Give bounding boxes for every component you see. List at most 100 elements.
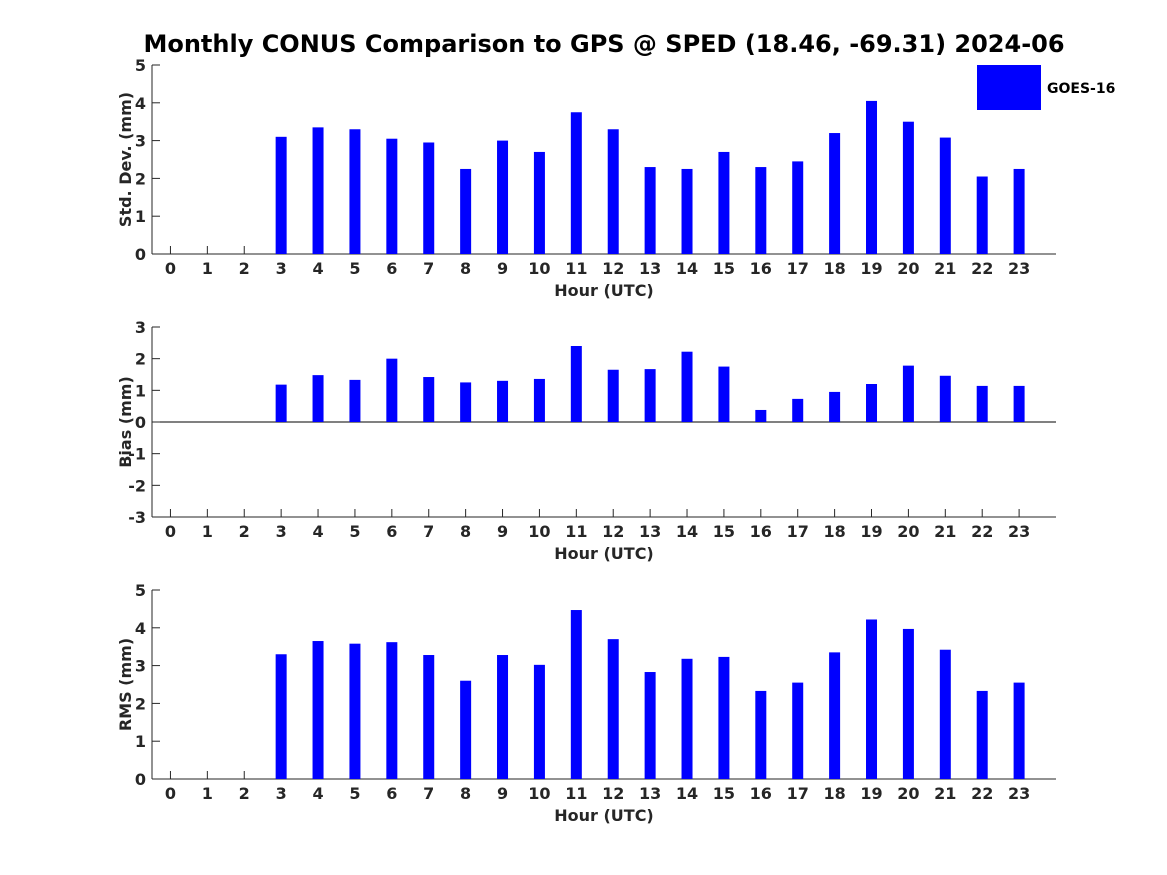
y-tick-label-std-dev: 2 [135,169,146,188]
x-tick-label-rms: 4 [312,784,323,803]
x-tick-label-std-dev: 9 [497,259,508,278]
bar-bias-hour-12 [607,369,619,422]
y-tick-label-bias: 1 [135,381,146,400]
bar-rms-hour-3 [275,654,287,779]
x-tick-label-std-dev: 11 [565,259,587,278]
y-tick-label-std-dev: 0 [135,245,146,264]
y-tick-label-rms: 3 [135,657,146,676]
bar-rms-hour-12 [607,639,619,779]
bar-rms-hour-7 [423,655,435,779]
x-tick-label-bias: 22 [971,522,993,541]
bar-bias-hour-7 [423,377,435,422]
bar-rms-hour-17 [792,682,804,779]
bar-bias-hour-15 [718,366,730,422]
y-tick-label-bias: 0 [135,413,146,432]
bar-std-dev-hour-7 [423,142,435,254]
bar-bias-hour-22 [976,385,988,422]
y-axis-label-bias: Bias (mm) [116,376,135,468]
y-tick-label-rms: 1 [135,732,146,751]
x-tick-label-bias: 1 [202,522,213,541]
y-tick-label-rms: 2 [135,694,146,713]
x-tick-label-rms: 22 [971,784,993,803]
bar-rms-hour-23 [1013,682,1025,779]
bar-std-dev-hour-17 [792,161,804,254]
x-tick-label-std-dev: 8 [460,259,471,278]
x-tick-label-rms: 3 [276,784,287,803]
bar-bias-hour-3 [275,384,287,422]
x-tick-label-std-dev: 16 [750,259,772,278]
x-tick-label-rms: 19 [860,784,882,803]
bar-std-dev-hour-13 [644,167,656,254]
bar-bias-hour-9 [497,380,509,422]
bar-std-dev-hour-5 [349,129,361,254]
y-tick-label-rms: 0 [135,770,146,789]
x-tick-label-bias: 12 [602,522,624,541]
bar-rms-hour-18 [829,652,841,779]
bar-rms-hour-10 [533,664,545,779]
x-tick-label-std-dev: 14 [676,259,698,278]
x-tick-label-bias: 14 [676,522,698,541]
legend-label-goes-16: GOES-16 [1047,81,1115,97]
bar-std-dev-hour-20 [902,121,914,254]
x-tick-label-bias: 23 [1008,522,1030,541]
y-tick-label-bias: -3 [128,508,146,527]
x-tick-label-bias: 8 [460,522,471,541]
bar-rms-hour-15 [718,656,730,779]
x-tick-label-bias: 6 [386,522,397,541]
bar-std-dev-hour-11 [570,112,582,254]
bar-bias-hour-4 [312,375,324,422]
bar-rms-hour-5 [349,643,361,779]
x-tick-label-bias: 3 [276,522,287,541]
legend-swatch-goes-16 [977,65,1041,110]
bar-bias-hour-19 [866,384,878,422]
x-tick-label-std-dev: 0 [165,259,176,278]
bar-std-dev-hour-16 [755,167,767,254]
x-tick-label-bias: 16 [750,522,772,541]
bar-std-dev-hour-9 [497,140,509,254]
y-axis-label-std-dev: Std. Dev. (mm) [116,92,135,227]
bar-rms-hour-19 [866,619,878,779]
x-tick-label-bias: 17 [787,522,809,541]
y-tick-label-std-dev: 1 [135,207,146,226]
bar-std-dev-hour-14 [681,168,693,254]
bar-rms-hour-13 [644,672,656,779]
x-tick-label-std-dev: 6 [386,259,397,278]
bar-std-dev-hour-10 [533,151,545,254]
x-tick-label-bias: 20 [897,522,919,541]
bar-std-dev-hour-19 [866,100,878,254]
x-tick-label-rms: 6 [386,784,397,803]
bar-std-dev-hour-4 [312,127,324,254]
x-tick-label-rms: 5 [349,784,360,803]
bar-bias-hour-6 [386,358,398,422]
y-tick-label-std-dev: 4 [135,94,146,113]
legend: GOES-16 [977,65,1115,110]
x-tick-label-rms: 21 [934,784,956,803]
x-tick-label-std-dev: 2 [239,259,250,278]
bar-bias-hour-5 [349,379,361,422]
x-tick-label-bias: 4 [312,522,323,541]
x-tick-label-std-dev: 7 [423,259,434,278]
x-tick-label-bias: 21 [934,522,956,541]
bar-rms-hour-6 [386,642,398,779]
x-axis-label-bias: Hour (UTC) [554,544,654,563]
y-tick-label-bias: 3 [135,318,146,337]
chart-title: Monthly CONUS Comparison to GPS @ SPED (… [143,30,1064,58]
x-tick-label-rms: 23 [1008,784,1030,803]
x-tick-label-bias: 19 [860,522,882,541]
y-axis-label-rms: RMS (mm) [116,638,135,731]
x-axis-label-std-dev: Hour (UTC) [554,281,654,300]
x-tick-label-std-dev: 12 [602,259,624,278]
bar-bias-hour-17 [792,398,804,422]
x-tick-label-rms: 11 [565,784,587,803]
x-tick-label-std-dev: 19 [860,259,882,278]
x-tick-label-bias: 9 [497,522,508,541]
x-tick-label-bias: 5 [349,522,360,541]
x-tick-label-std-dev: 18 [823,259,845,278]
y-tick-label-std-dev: 3 [135,132,146,151]
x-tick-label-bias: 11 [565,522,587,541]
x-tick-label-std-dev: 17 [787,259,809,278]
bar-rms-hour-22 [976,690,988,779]
bar-bias-hour-21 [939,375,951,422]
